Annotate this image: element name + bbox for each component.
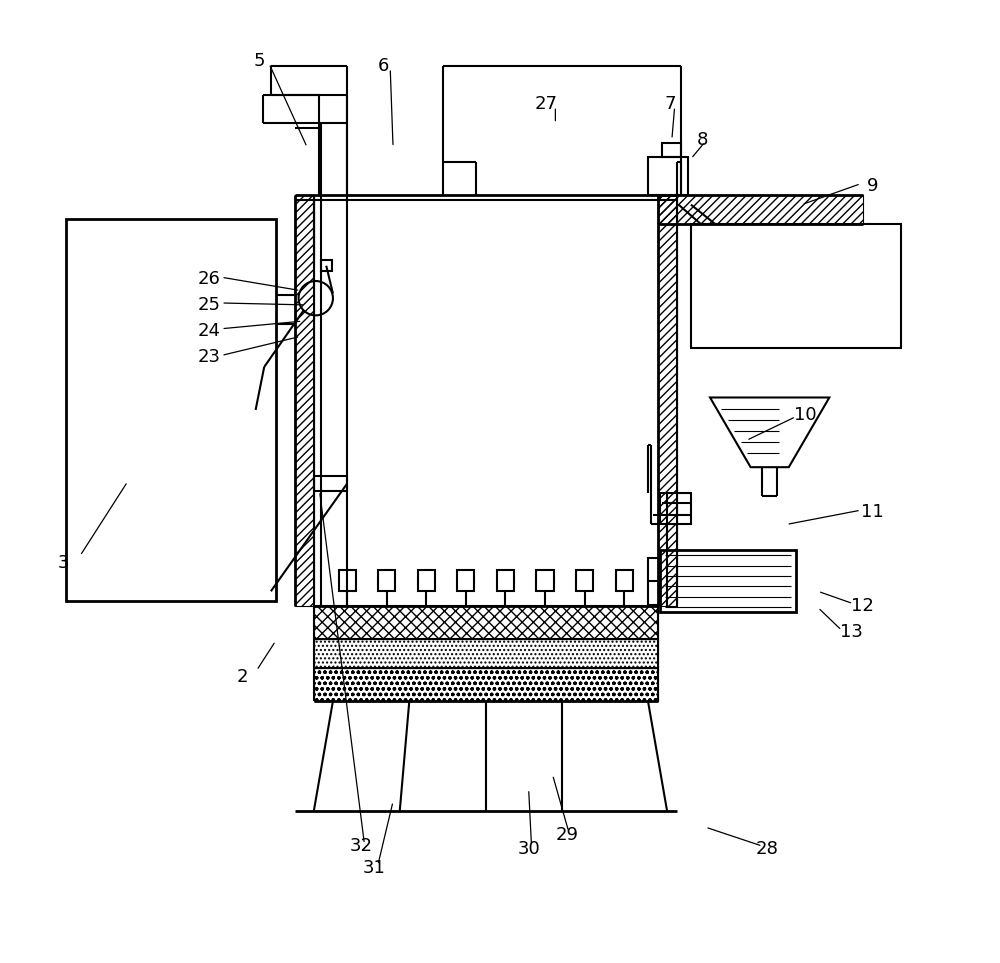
- Text: 7: 7: [664, 95, 676, 114]
- Text: 13: 13: [840, 623, 863, 641]
- Text: 11: 11: [861, 503, 884, 521]
- Bar: [314, 667, 658, 701]
- Text: 8: 8: [697, 131, 708, 148]
- Bar: [339, 570, 356, 591]
- Text: 24: 24: [197, 322, 220, 340]
- Text: 29: 29: [555, 825, 578, 844]
- Text: 10: 10: [794, 405, 817, 424]
- Text: 32: 32: [350, 837, 373, 855]
- Bar: [314, 639, 658, 667]
- Bar: [616, 570, 633, 591]
- Text: 12: 12: [851, 597, 874, 614]
- Bar: [321, 260, 332, 272]
- Bar: [576, 570, 593, 591]
- Bar: [648, 157, 688, 195]
- Text: 6: 6: [378, 57, 389, 75]
- Text: 25: 25: [197, 296, 220, 314]
- Text: 9: 9: [867, 176, 878, 195]
- Text: 31: 31: [363, 859, 385, 877]
- Bar: [660, 550, 796, 612]
- Text: 3: 3: [58, 554, 69, 572]
- Bar: [66, 219, 276, 601]
- Bar: [314, 606, 658, 639]
- Text: 26: 26: [197, 270, 220, 288]
- Bar: [658, 195, 863, 223]
- Bar: [660, 493, 691, 525]
- Bar: [295, 195, 314, 606]
- Text: 2: 2: [236, 668, 248, 687]
- Text: 5: 5: [254, 52, 265, 70]
- Bar: [658, 195, 677, 606]
- Bar: [662, 143, 681, 157]
- Text: 30: 30: [517, 840, 540, 858]
- Bar: [314, 476, 347, 491]
- Text: 27: 27: [534, 95, 557, 114]
- Bar: [457, 570, 474, 591]
- Bar: [536, 570, 554, 591]
- Bar: [691, 223, 901, 348]
- Bar: [648, 558, 660, 605]
- Bar: [418, 570, 435, 591]
- Text: 28: 28: [756, 840, 779, 858]
- Bar: [378, 570, 395, 591]
- Bar: [497, 570, 514, 591]
- Text: 23: 23: [197, 349, 220, 366]
